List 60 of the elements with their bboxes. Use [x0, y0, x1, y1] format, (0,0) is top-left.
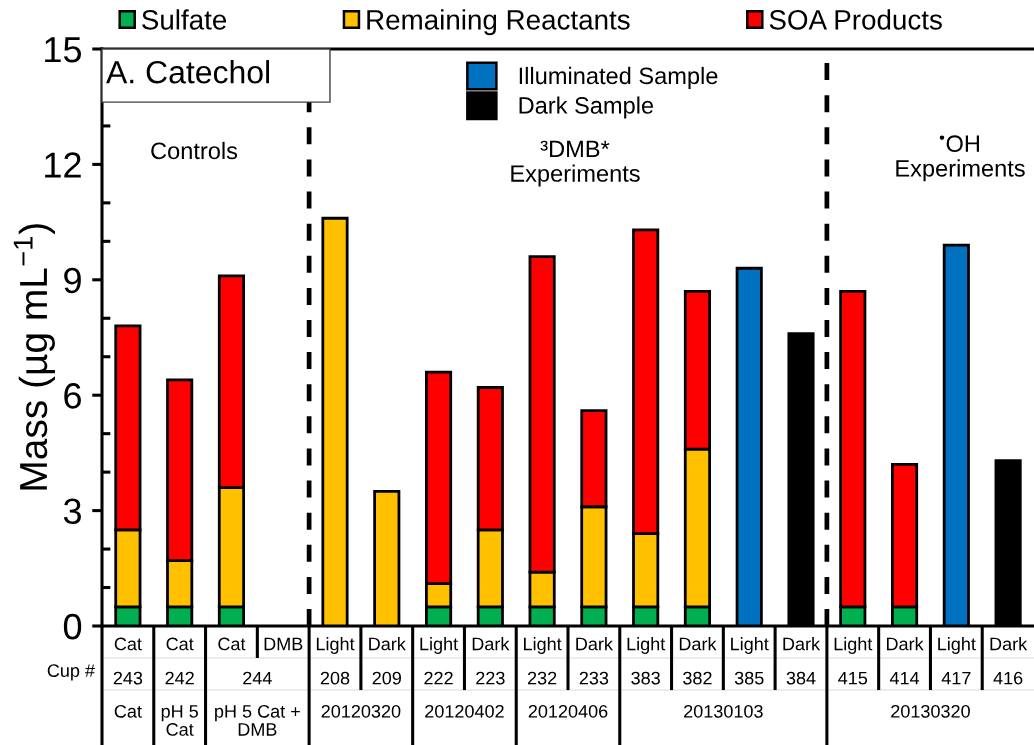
- x-tick-label: Cat: [114, 637, 142, 651]
- legend-label: SOA Products: [769, 9, 942, 30]
- chart-title: A. Catechol: [106, 60, 270, 84]
- x-tick-label: Dark: [990, 637, 1028, 651]
- legend-label: Sulfate: [142, 9, 227, 30]
- annotation: $^{•}$OH Experiments: [896, 135, 1025, 182]
- text: pH 5 Cat + DMB: [215, 704, 300, 736]
- text: 414: [889, 671, 920, 685]
- y-tick-label: 0: [63, 613, 82, 640]
- x-tick-label: Light: [524, 637, 562, 654]
- text: 20120402: [425, 704, 504, 718]
- text: 232: [527, 671, 557, 685]
- x-tick-label: Light: [938, 637, 976, 654]
- legend-label: Illuminated Sample: [519, 66, 718, 89]
- x-tick-label: Dark: [576, 637, 613, 651]
- x-tick-label: Light: [316, 637, 355, 654]
- text: 209: [372, 671, 401, 685]
- text: 20120320: [321, 704, 401, 718]
- y-axis-title: Mass (µg mL$^{−1}$): [13, 224, 55, 490]
- x-tick-label: Cat: [166, 637, 194, 651]
- text: 20120406: [528, 704, 608, 718]
- text: 20130103: [684, 704, 763, 718]
- y-tick-label: 9: [64, 267, 81, 294]
- text: Cat: [114, 704, 142, 718]
- x-tick-label: Light: [627, 637, 666, 654]
- y-tick-label: 15: [45, 37, 82, 63]
- x-tick-label: Dark: [369, 637, 406, 651]
- text: 244: [243, 671, 272, 685]
- text: 208: [320, 671, 350, 685]
- text: 384: [786, 671, 816, 685]
- x-tick-label: Dark: [679, 637, 717, 651]
- text: 243: [113, 671, 143, 685]
- text: 417: [941, 671, 971, 685]
- text: 415: [838, 671, 868, 685]
- x-tick-label: Dark: [472, 637, 510, 651]
- x-tick-label: DMB: [264, 637, 303, 651]
- text: 20130320: [891, 704, 970, 718]
- text: 222: [424, 671, 453, 685]
- text: 416: [993, 671, 1023, 685]
- x-tick-label: Dark: [783, 637, 821, 651]
- text: 382: [683, 671, 712, 685]
- text: 242: [165, 671, 194, 685]
- y-tick-label: 12: [45, 152, 81, 178]
- legend-label: Remaining Reactants: [367, 9, 630, 36]
- text: Cup #: [47, 664, 95, 681]
- x-tick-label: Dark: [886, 637, 924, 651]
- y-tick-label: 6: [64, 383, 81, 409]
- x-tick-label: Light: [420, 637, 458, 654]
- text: 385: [734, 671, 764, 685]
- y-tick-label: 3: [63, 498, 81, 525]
- annotation: ³DMB* Experiments: [511, 140, 640, 187]
- text: 223: [476, 671, 505, 685]
- text: 383: [631, 671, 660, 685]
- legend-label: Dark Sample: [519, 96, 654, 119]
- annotation: Controls: [151, 141, 238, 160]
- text: 233: [579, 671, 609, 685]
- x-tick-label: Light: [834, 637, 873, 654]
- x-tick-label: Light: [731, 637, 769, 654]
- text: pH 5 Cat: [161, 705, 198, 736]
- x-tick-label: Cat: [218, 637, 246, 651]
